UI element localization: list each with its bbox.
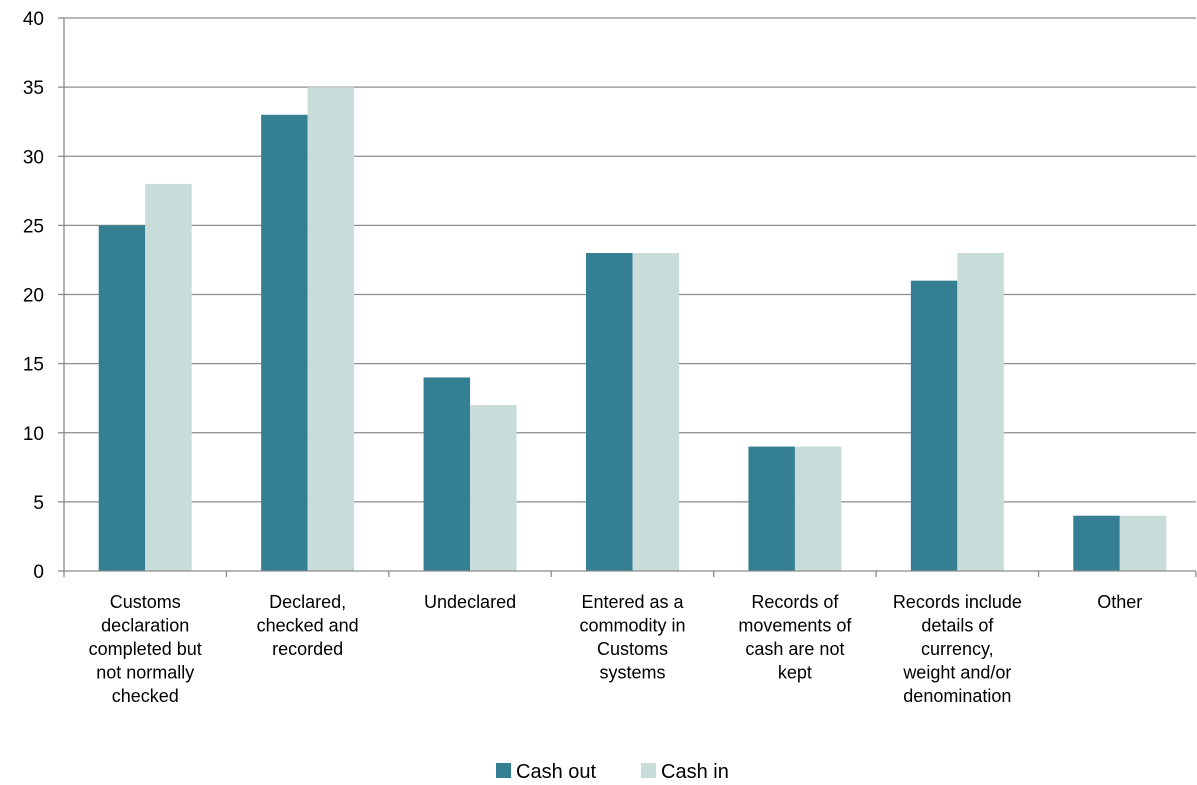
x-category-label: Entered as a commodity in Customs systems [579, 592, 685, 683]
y-tick-label: 40 [23, 9, 44, 30]
legend-label: Cash in [661, 761, 729, 783]
bar-cash-out-3 [586, 253, 633, 571]
y-tick-label: 0 [33, 562, 44, 583]
bar-cash-in-0 [145, 183, 192, 571]
y-tick-label: 30 [23, 147, 44, 168]
y-axis-tick-labels: 0 5 10 15 20 25 30 35 40 [23, 9, 44, 583]
legend-swatch [496, 763, 511, 778]
y-tick-label: 35 [23, 78, 44, 99]
legend-swatch [641, 763, 656, 778]
x-category-label: Undeclared [424, 592, 516, 612]
bar-cash-out-5 [910, 280, 958, 571]
y-tick-label: 10 [23, 424, 44, 445]
x-category-label: Declared, checked and recorded [257, 592, 359, 659]
x-category-label: Records include details of currency, weight… [893, 592, 1022, 706]
y-tick-label: 15 [23, 355, 44, 376]
bar-cash-out-2 [423, 377, 471, 571]
bar-cash-out-1 [261, 114, 308, 572]
bar-cash-in-6 [1119, 515, 1167, 571]
bar-cash-in-1 [307, 87, 355, 571]
bar-cash-in-2 [470, 405, 517, 571]
y-tick-label: 20 [23, 286, 44, 307]
axes [58, 17, 1197, 577]
bar-cash-out-6 [1073, 515, 1120, 571]
legend-label: Cash out [516, 761, 596, 783]
bar-cash-out-0 [98, 225, 146, 571]
bar-cash-in-3 [632, 253, 679, 571]
legend: Cash out Cash in [496, 761, 729, 783]
x-category-label: Other [1097, 592, 1142, 612]
bar-cash-in-4 [794, 446, 842, 571]
y-tick-label: 5 [33, 493, 44, 514]
x-category-label: Customs declaration completed but not norma… [89, 592, 202, 706]
x-axis-category-labels: Customs declaration completed but not norma… [89, 592, 1143, 706]
bar-cash-out-4 [748, 446, 795, 571]
bar-cash-in-5 [957, 253, 1004, 571]
x-category-label: Records of movements of cash are not kept [738, 592, 852, 683]
bars [98, 87, 1167, 572]
y-tick-label: 25 [23, 216, 44, 237]
